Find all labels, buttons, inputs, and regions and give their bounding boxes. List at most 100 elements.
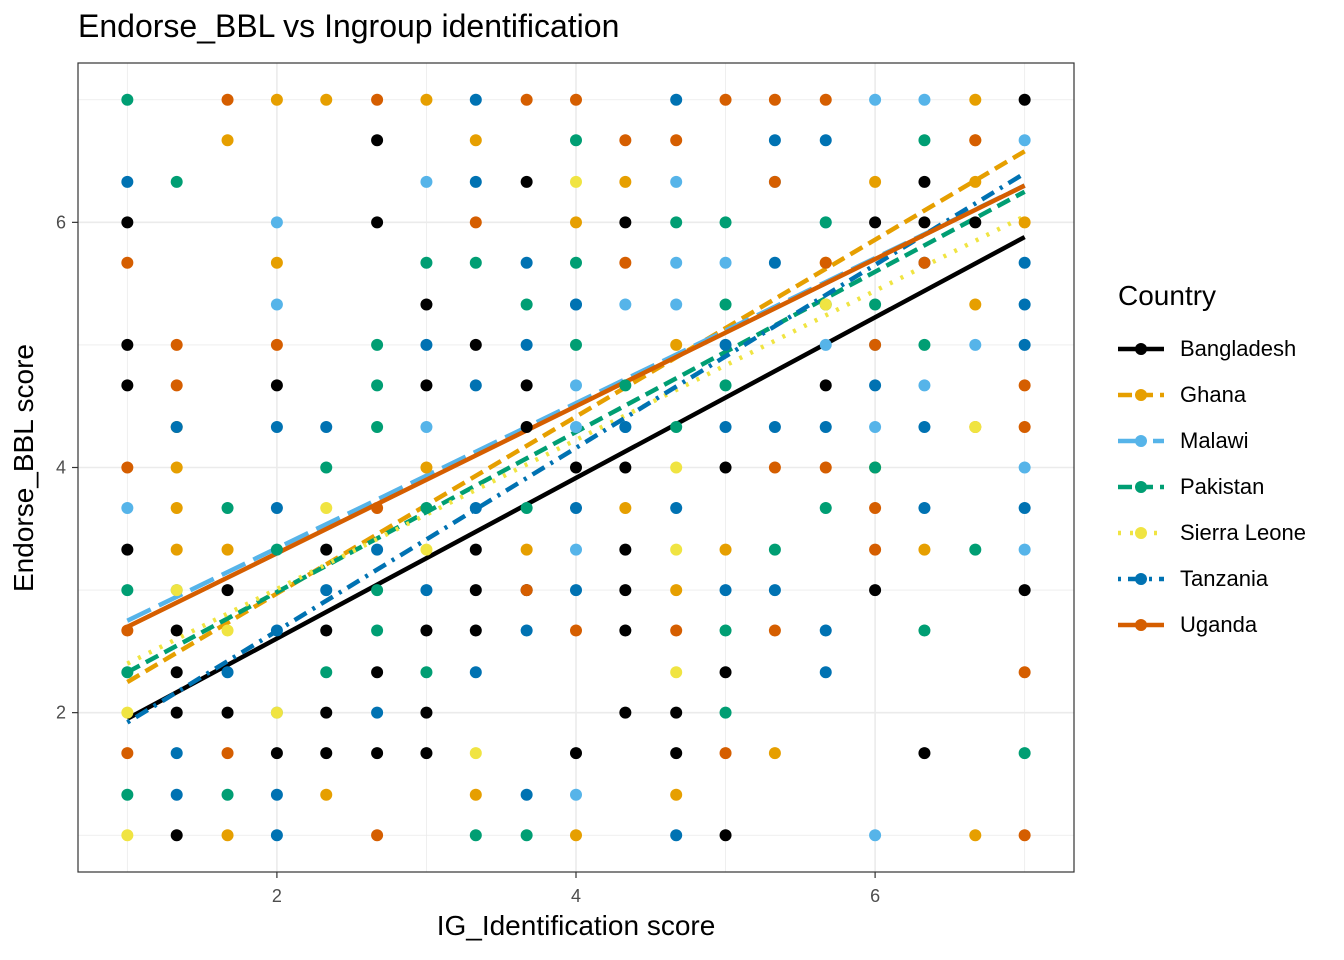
data-point-bangladesh bbox=[570, 747, 582, 760]
data-point-malawi bbox=[570, 788, 582, 801]
legend-label: Bangladesh bbox=[1180, 336, 1297, 361]
data-point-pakistan bbox=[719, 706, 732, 719]
data-point-sierra-leone bbox=[170, 584, 183, 597]
data-point-uganda bbox=[170, 338, 183, 351]
legend-item-tanzania: Tanzania bbox=[1110, 556, 1306, 602]
data-point-pakistan bbox=[918, 338, 931, 351]
data-point-tanzania bbox=[270, 624, 283, 637]
data-point-bangladesh bbox=[570, 461, 582, 474]
data-point-ghana bbox=[670, 338, 683, 351]
data-point-ghana bbox=[270, 256, 283, 269]
data-point-pakistan bbox=[719, 298, 732, 311]
data-point-bangladesh bbox=[221, 584, 234, 597]
data-point-bangladesh bbox=[371, 747, 384, 760]
data-point-tanzania bbox=[270, 421, 283, 434]
legend-title: Country bbox=[1118, 280, 1217, 311]
data-point-malawi bbox=[1018, 543, 1031, 556]
data-points bbox=[121, 93, 1031, 842]
data-point-sierra-leone bbox=[969, 421, 982, 434]
legend-key-bangladesh bbox=[1118, 343, 1164, 355]
data-point-tanzania bbox=[371, 543, 384, 556]
data-point-pakistan bbox=[869, 298, 882, 311]
data-point-uganda bbox=[719, 93, 732, 106]
data-point-bangladesh bbox=[121, 379, 134, 392]
data-point-sierra-leone bbox=[469, 747, 482, 760]
data-point-bangladesh bbox=[469, 624, 482, 637]
data-point-uganda bbox=[121, 624, 134, 637]
data-point-uganda bbox=[869, 338, 882, 351]
data-point-tanzania bbox=[520, 788, 533, 801]
data-point-tanzania bbox=[320, 421, 333, 434]
data-point-uganda bbox=[619, 134, 632, 147]
data-point-uganda bbox=[918, 256, 931, 269]
data-point-malawi bbox=[420, 175, 433, 188]
data-point-sierra-leone bbox=[121, 706, 134, 719]
data-point-pakistan bbox=[670, 421, 683, 434]
data-point-bangladesh bbox=[170, 624, 183, 637]
data-point-bangladesh bbox=[420, 379, 433, 392]
legend-label: Pakistan bbox=[1180, 474, 1265, 499]
data-point-bangladesh bbox=[221, 706, 234, 719]
data-point-malawi bbox=[270, 216, 283, 229]
data-point-tanzania bbox=[371, 706, 384, 719]
data-point-uganda bbox=[1018, 666, 1031, 679]
data-point-pakistan bbox=[371, 421, 384, 434]
data-point-malawi bbox=[969, 338, 982, 351]
legend-items: Bangladesh Ghana Malawi Pakistan Sierra Leon… bbox=[1110, 326, 1306, 648]
data-point-bangladesh bbox=[918, 175, 931, 188]
data-point-malawi bbox=[918, 379, 931, 392]
data-point-ghana bbox=[1018, 216, 1031, 229]
data-point-uganda bbox=[768, 461, 781, 474]
data-point-pakistan bbox=[918, 134, 931, 147]
legend-label: Tanzania bbox=[1180, 566, 1269, 591]
data-point-bangladesh bbox=[670, 747, 683, 760]
data-point-tanzania bbox=[1018, 338, 1031, 351]
y-tick-label: 2 bbox=[56, 703, 66, 723]
data-point-ghana bbox=[469, 788, 482, 801]
data-point-pakistan bbox=[420, 256, 433, 269]
data-point-sierra-leone bbox=[570, 175, 582, 188]
data-point-sierra-leone bbox=[221, 624, 234, 637]
data-point-bangladesh bbox=[371, 134, 384, 147]
data-point-tanzania bbox=[570, 584, 582, 597]
data-point-uganda bbox=[1018, 829, 1031, 842]
data-point-malawi bbox=[121, 501, 134, 514]
data-point-pakistan bbox=[121, 584, 134, 597]
data-point-tanzania bbox=[520, 624, 533, 637]
data-point-ghana bbox=[170, 461, 183, 474]
data-point-pakistan bbox=[320, 666, 333, 679]
data-point-tanzania bbox=[469, 379, 482, 392]
data-point-tanzania bbox=[469, 175, 482, 188]
data-point-tanzania bbox=[719, 338, 732, 351]
data-point-uganda bbox=[371, 829, 384, 842]
data-point-tanzania bbox=[221, 666, 234, 679]
data-point-bangladesh bbox=[520, 379, 533, 392]
data-point-sierra-leone bbox=[670, 666, 683, 679]
data-point-uganda bbox=[1018, 379, 1031, 392]
data-point-bangladesh bbox=[371, 666, 384, 679]
data-point-bangladesh bbox=[121, 216, 134, 229]
data-point-bangladesh bbox=[371, 216, 384, 229]
data-point-malawi bbox=[819, 338, 832, 351]
data-point-uganda bbox=[819, 256, 832, 269]
data-point-tanzania bbox=[469, 666, 482, 679]
data-point-pakistan bbox=[371, 379, 384, 392]
data-point-bangladesh bbox=[121, 543, 134, 556]
data-point-ghana bbox=[570, 216, 582, 229]
data-point-sierra-leone bbox=[420, 543, 433, 556]
data-point-tanzania bbox=[768, 256, 781, 269]
data-point-ghana bbox=[670, 788, 683, 801]
data-point-ghana bbox=[969, 298, 982, 311]
data-point-pakistan bbox=[121, 666, 134, 679]
data-point-ghana bbox=[520, 543, 533, 556]
data-point-tanzania bbox=[570, 298, 582, 311]
data-point-ghana bbox=[221, 543, 234, 556]
data-point-uganda bbox=[170, 379, 183, 392]
x-tick-label: 4 bbox=[571, 886, 581, 906]
data-point-tanzania bbox=[719, 421, 732, 434]
data-point-bangladesh bbox=[520, 175, 533, 188]
data-point-pakistan bbox=[570, 256, 582, 269]
legend-item-pakistan: Pakistan bbox=[1110, 464, 1306, 510]
data-point-malawi bbox=[570, 379, 582, 392]
